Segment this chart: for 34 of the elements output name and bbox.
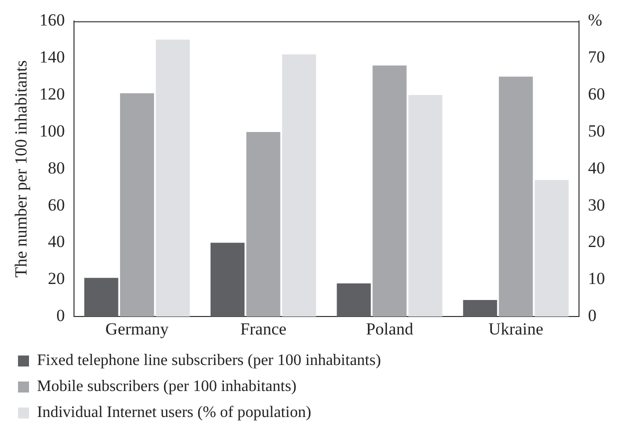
x-tick-label: France xyxy=(240,319,286,338)
bar xyxy=(246,132,280,317)
y-tick-label: 140 xyxy=(39,48,65,67)
y2-tick-label: 0 xyxy=(588,306,596,326)
y2-tick-label: 30 xyxy=(588,195,605,214)
y2-tick-label: 70 xyxy=(588,48,605,67)
bar xyxy=(282,54,316,317)
x-tick-label: Poland xyxy=(366,319,414,338)
y2-tick-label: 10 xyxy=(588,269,605,288)
legend-label: Individual Internet users (% of population) xyxy=(37,404,312,422)
y-tick-label: 0 xyxy=(56,306,65,326)
y-tick-label: 20 xyxy=(48,269,65,288)
bar xyxy=(210,242,245,317)
bar xyxy=(84,278,118,317)
legend-label: Fixed telephone line subscribers (per 100 inhabitants) xyxy=(37,352,381,370)
y-tick-label: 80 xyxy=(48,158,65,178)
x-tick-label: Ukraine xyxy=(488,319,544,338)
y2-tick-label: 40 xyxy=(588,158,605,178)
y2-tick-label: 20 xyxy=(588,232,605,252)
y-tick-label: 100 xyxy=(39,121,65,140)
bar xyxy=(498,76,533,317)
y2-tick-label: 50 xyxy=(588,121,605,140)
y-tick-label: 160 xyxy=(39,10,65,30)
y2-tick-label: 60 xyxy=(588,84,605,104)
y2-tick-label: % xyxy=(588,10,602,30)
x-tick-label: Germany xyxy=(105,319,170,338)
y-tick-label: 60 xyxy=(48,195,65,214)
y-tick-label: 40 xyxy=(48,232,65,252)
y-tick-label: 120 xyxy=(39,84,65,104)
bar xyxy=(463,300,498,317)
bar xyxy=(534,180,569,317)
bar xyxy=(336,283,371,317)
legend-label: Mobile subscribers (per 100 inhabitants) xyxy=(37,378,296,396)
y-axis-title: The number per 100 inhabitants xyxy=(12,60,31,278)
